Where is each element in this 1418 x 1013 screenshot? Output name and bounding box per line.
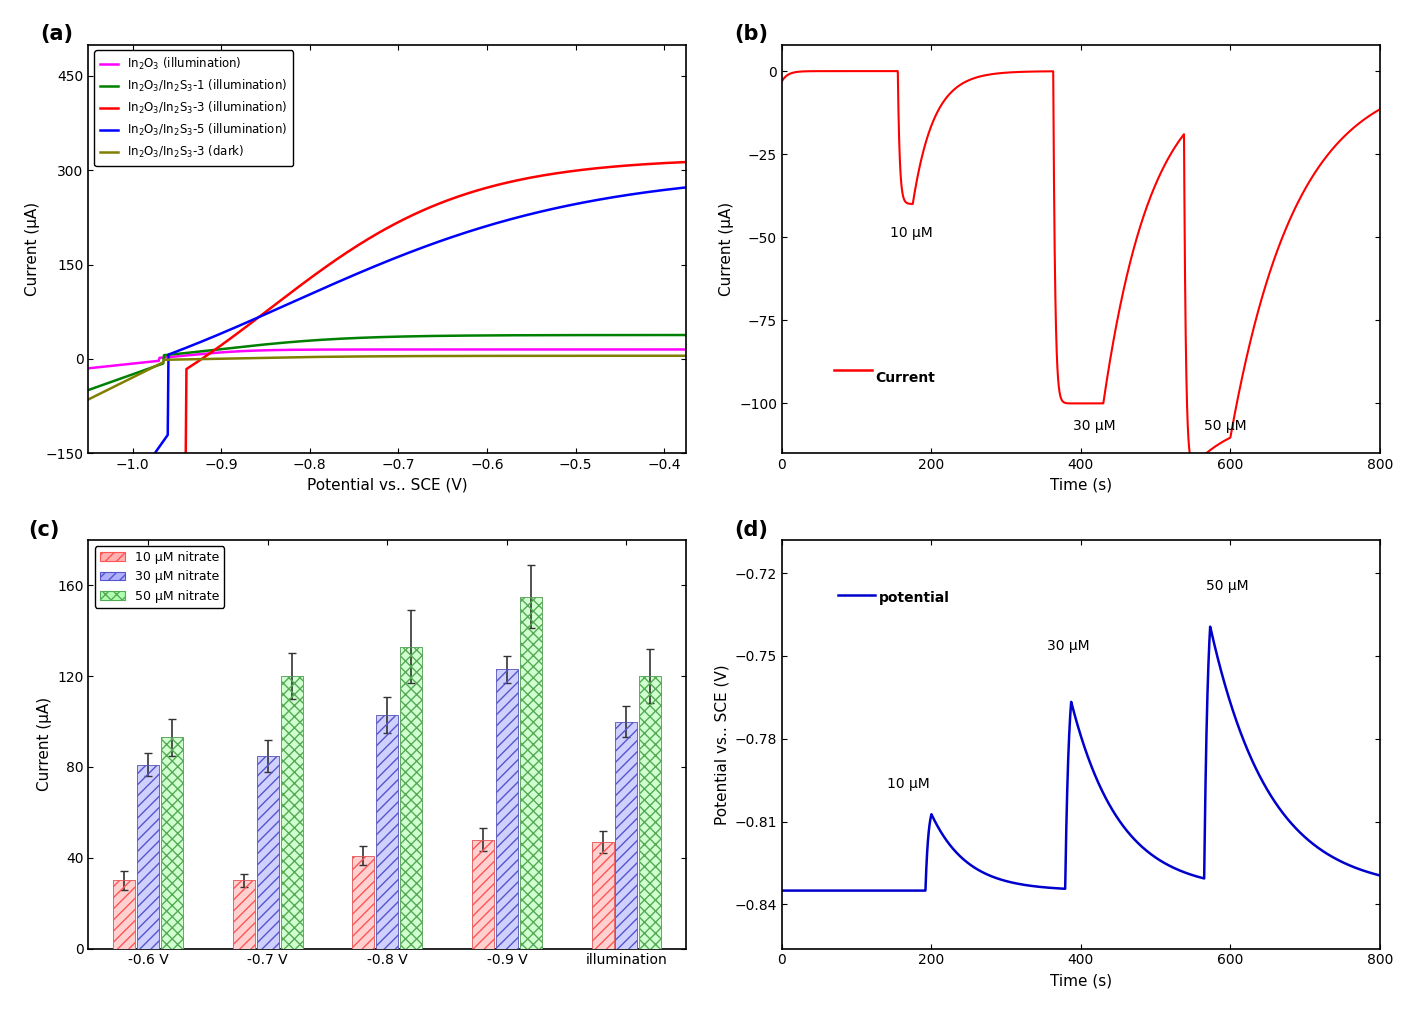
- Bar: [496, 670, 518, 948]
- Legend: In$_2$O$_3$ (illumination), In$_2$O$_3$/In$_2$S$_3$-1 (illumination), In$_2$O$_3: In$_2$O$_3$ (illumination), In$_2$O$_3$/…: [95, 51, 294, 166]
- Y-axis label: Current (μA): Current (μA): [37, 697, 51, 791]
- In$_2$O$_3$/In$_2$S$_3$-1 (illumination): [116, 371, 133, 383]
- Bar: [520, 597, 542, 948]
- In$_2$O$_3$/In$_2$S$_3$-5 (illumination): [678, 181, 695, 193]
- In$_2$O$_3$/In$_2$S$_3$-3 (dark): [116, 375, 133, 387]
- In$_2$O$_3$/In$_2$S$_3$-3 (illumination): [461, 186, 478, 199]
- In$_2$O$_3$ (illumination): [442, 343, 459, 356]
- In$_2$O$_3$/In$_2$S$_3$-1 (illumination): [678, 329, 695, 341]
- Y-axis label: Current (μA): Current (μA): [26, 202, 40, 296]
- In$_2$O$_3$/In$_2$S$_3$-3 (dark): [79, 393, 96, 405]
- Bar: [591, 842, 614, 948]
- Line: In$_2$O$_3$/In$_2$S$_3$-3 (dark): In$_2$O$_3$/In$_2$S$_3$-3 (dark): [88, 356, 686, 399]
- Bar: [640, 676, 661, 948]
- Text: (c): (c): [28, 520, 60, 540]
- Bar: [591, 842, 614, 948]
- Bar: [520, 597, 542, 948]
- Text: Current: Current: [875, 371, 936, 385]
- Text: 10 μM: 10 μM: [886, 777, 929, 791]
- In$_2$O$_3$/In$_2$S$_3$-3 (illumination): [79, 550, 96, 562]
- Bar: [640, 676, 661, 948]
- In$_2$O$_3$/In$_2$S$_3$-5 (illumination): [427, 237, 444, 249]
- In$_2$O$_3$/In$_2$S$_3$-5 (illumination): [79, 541, 96, 553]
- Bar: [162, 737, 183, 948]
- In$_2$O$_3$/In$_2$S$_3$-1 (illumination): [79, 384, 96, 396]
- Text: potential: potential: [879, 591, 950, 605]
- X-axis label: Time (s): Time (s): [1049, 973, 1112, 988]
- In$_2$O$_3$/In$_2$S$_3$-5 (illumination): [461, 225, 478, 237]
- Bar: [233, 880, 255, 948]
- Text: 30 μM: 30 μM: [1073, 419, 1116, 433]
- Bar: [233, 880, 255, 948]
- In$_2$O$_3$/In$_2$S$_3$-5 (illumination): [594, 192, 611, 205]
- In$_2$O$_3$/In$_2$S$_3$-3 (dark): [678, 349, 695, 362]
- In$_2$O$_3$ (illumination): [461, 343, 478, 356]
- Bar: [353, 856, 374, 948]
- In$_2$O$_3$ (illumination): [116, 359, 133, 371]
- In$_2$O$_3$/In$_2$S$_3$-1 (illumination): [594, 329, 611, 341]
- In$_2$O$_3$/In$_2$S$_3$-3 (illumination): [533, 169, 550, 181]
- Bar: [472, 840, 493, 948]
- In$_2$O$_3$/In$_2$S$_3$-1 (illumination): [442, 329, 459, 341]
- Text: (b): (b): [735, 24, 769, 45]
- Y-axis label: Current (μA): Current (μA): [719, 202, 733, 296]
- X-axis label: Time (s): Time (s): [1049, 477, 1112, 492]
- Bar: [113, 880, 135, 948]
- Line: In$_2$O$_3$/In$_2$S$_3$-3 (illumination): In$_2$O$_3$/In$_2$S$_3$-3 (illumination): [88, 162, 686, 556]
- In$_2$O$_3$/In$_2$S$_3$-1 (illumination): [427, 330, 444, 342]
- Bar: [353, 856, 374, 948]
- Bar: [376, 715, 398, 948]
- Bar: [113, 880, 135, 948]
- Bar: [496, 670, 518, 948]
- In$_2$O$_3$/In$_2$S$_3$-3 (illumination): [678, 156, 695, 168]
- Text: (d): (d): [735, 520, 769, 540]
- In$_2$O$_3$/In$_2$S$_3$-5 (illumination): [533, 206, 550, 218]
- In$_2$O$_3$/In$_2$S$_3$-3 (illumination): [594, 161, 611, 173]
- Bar: [615, 721, 638, 948]
- Bar: [138, 765, 159, 948]
- Bar: [472, 840, 493, 948]
- In$_2$O$_3$/In$_2$S$_3$-1 (illumination): [461, 329, 478, 341]
- Bar: [257, 756, 279, 948]
- Line: In$_2$O$_3$ (illumination): In$_2$O$_3$ (illumination): [88, 349, 686, 369]
- Text: 50 μM: 50 μM: [1207, 578, 1249, 593]
- In$_2$O$_3$ (illumination): [594, 343, 611, 356]
- Text: (a): (a): [41, 24, 74, 45]
- Text: 10 μM: 10 μM: [891, 226, 933, 240]
- Text: 50 μM: 50 μM: [1204, 419, 1246, 433]
- Text: 30 μM: 30 μM: [1048, 639, 1090, 653]
- In$_2$O$_3$/In$_2$S$_3$-1 (illumination): [533, 329, 550, 341]
- In$_2$O$_3$/In$_2$S$_3$-5 (illumination): [116, 489, 133, 501]
- In$_2$O$_3$/In$_2$S$_3$-3 (illumination): [116, 514, 133, 526]
- In$_2$O$_3$/In$_2$S$_3$-3 (dark): [442, 349, 459, 362]
- In$_2$O$_3$/In$_2$S$_3$-3 (dark): [533, 349, 550, 362]
- Y-axis label: Potential vs.. SCE (V): Potential vs.. SCE (V): [715, 664, 729, 825]
- In$_2$O$_3$ (illumination): [533, 343, 550, 356]
- In$_2$O$_3$/In$_2$S$_3$-3 (illumination): [427, 199, 444, 211]
- Legend: 10 μM nitrate, 30 μM nitrate, 50 μM nitrate: 10 μM nitrate, 30 μM nitrate, 50 μM nitr…: [95, 546, 224, 608]
- Bar: [162, 737, 183, 948]
- Bar: [138, 765, 159, 948]
- Bar: [281, 676, 302, 948]
- Bar: [400, 646, 423, 948]
- In$_2$O$_3$/In$_2$S$_3$-3 (dark): [594, 349, 611, 362]
- X-axis label: Potential vs.. SCE (V): Potential vs.. SCE (V): [308, 477, 468, 492]
- Bar: [615, 721, 638, 948]
- Line: In$_2$O$_3$/In$_2$S$_3$-1 (illumination): In$_2$O$_3$/In$_2$S$_3$-1 (illumination): [88, 335, 686, 390]
- In$_2$O$_3$ (illumination): [678, 343, 695, 356]
- In$_2$O$_3$ (illumination): [79, 363, 96, 375]
- In$_2$O$_3$/In$_2$S$_3$-3 (dark): [461, 349, 478, 362]
- Bar: [376, 715, 398, 948]
- Line: In$_2$O$_3$/In$_2$S$_3$-5 (illumination): In$_2$O$_3$/In$_2$S$_3$-5 (illumination): [88, 187, 686, 547]
- In$_2$O$_3$/In$_2$S$_3$-3 (illumination): [442, 192, 459, 205]
- Bar: [257, 756, 279, 948]
- Bar: [400, 646, 423, 948]
- In$_2$O$_3$ (illumination): [427, 343, 444, 356]
- In$_2$O$_3$/In$_2$S$_3$-5 (illumination): [442, 231, 459, 243]
- Bar: [281, 676, 302, 948]
- In$_2$O$_3$/In$_2$S$_3$-3 (dark): [427, 349, 444, 362]
